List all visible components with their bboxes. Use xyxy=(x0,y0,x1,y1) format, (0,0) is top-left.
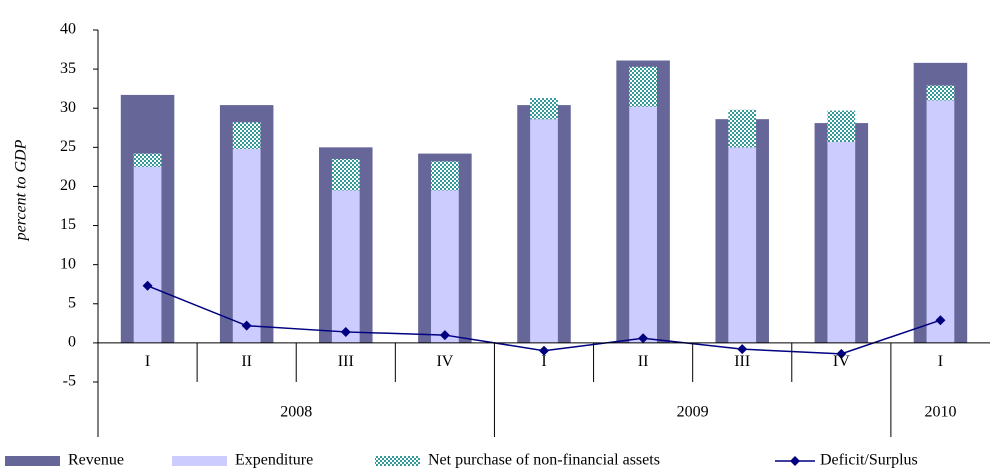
net-purchase-bar xyxy=(629,66,657,107)
net-purchase-bar xyxy=(133,153,162,167)
y-tick-label: 0 xyxy=(68,334,76,351)
deficit-marker xyxy=(539,345,549,356)
y-axis-label: percent to GDP xyxy=(13,139,30,241)
x-tick-label: I xyxy=(145,353,150,370)
group-label: 2008 xyxy=(280,404,312,421)
y-tick-label: 5 xyxy=(68,294,76,311)
x-tick-label: II xyxy=(638,353,649,370)
legend-marker xyxy=(790,456,800,466)
net-purchase-bar xyxy=(827,110,856,142)
expenditure-bar xyxy=(331,190,360,343)
expenditure-bar xyxy=(629,106,657,343)
y-tick-label: 40 xyxy=(60,21,76,38)
y-tick-label: 30 xyxy=(60,99,76,116)
expenditure-bar xyxy=(530,119,558,343)
net-purchase-bar xyxy=(926,85,955,101)
y-tick-label: 15 xyxy=(60,216,76,233)
y-tick-label: -5 xyxy=(63,373,76,390)
deficit-marker xyxy=(241,320,252,331)
y-tick-label: 10 xyxy=(60,255,76,272)
expenditure-bar xyxy=(827,141,856,343)
legend-swatch xyxy=(5,456,60,466)
expenditure-bar xyxy=(133,166,162,343)
deficit-marker xyxy=(638,333,649,344)
deficit-marker xyxy=(935,315,946,326)
x-tick-label: I xyxy=(938,353,943,370)
deficit-marker xyxy=(340,326,351,337)
x-tick-label: III xyxy=(734,353,750,370)
legend-swatch xyxy=(172,456,227,466)
expenditure-bar xyxy=(431,190,459,343)
x-tick-label: IV xyxy=(436,353,453,370)
x-tick-label: III xyxy=(338,353,354,370)
deficit-marker xyxy=(142,280,153,291)
legend-swatch xyxy=(375,456,420,466)
legend-label: Deficit/Surplus xyxy=(820,452,918,469)
deficit-marker xyxy=(836,348,847,359)
y-tick-label: 20 xyxy=(60,177,76,194)
net-purchase-bar xyxy=(530,98,558,120)
net-purchase-bar xyxy=(728,109,757,148)
deficit-marker xyxy=(737,344,748,355)
y-tick-label: 25 xyxy=(60,138,76,155)
legend-label: Expenditure xyxy=(235,452,313,469)
expenditure-bar xyxy=(232,148,261,343)
deficit-marker xyxy=(439,330,450,341)
net-purchase-bar xyxy=(331,159,360,191)
net-purchase-bar xyxy=(232,122,261,149)
x-tick-label: I xyxy=(541,353,546,370)
group-label: 2010 xyxy=(924,404,956,421)
group-label: 2009 xyxy=(677,404,709,421)
legend-label: Revenue xyxy=(68,452,124,469)
legend-label: Net purchase of non-financial assets xyxy=(428,452,660,469)
net-purchase-bar xyxy=(431,161,459,191)
y-tick-label: 35 xyxy=(60,60,76,77)
x-tick-label: IV xyxy=(833,353,850,370)
x-tick-label: II xyxy=(241,353,252,370)
expenditure-bar xyxy=(728,147,757,343)
expenditure-bar xyxy=(926,100,955,343)
